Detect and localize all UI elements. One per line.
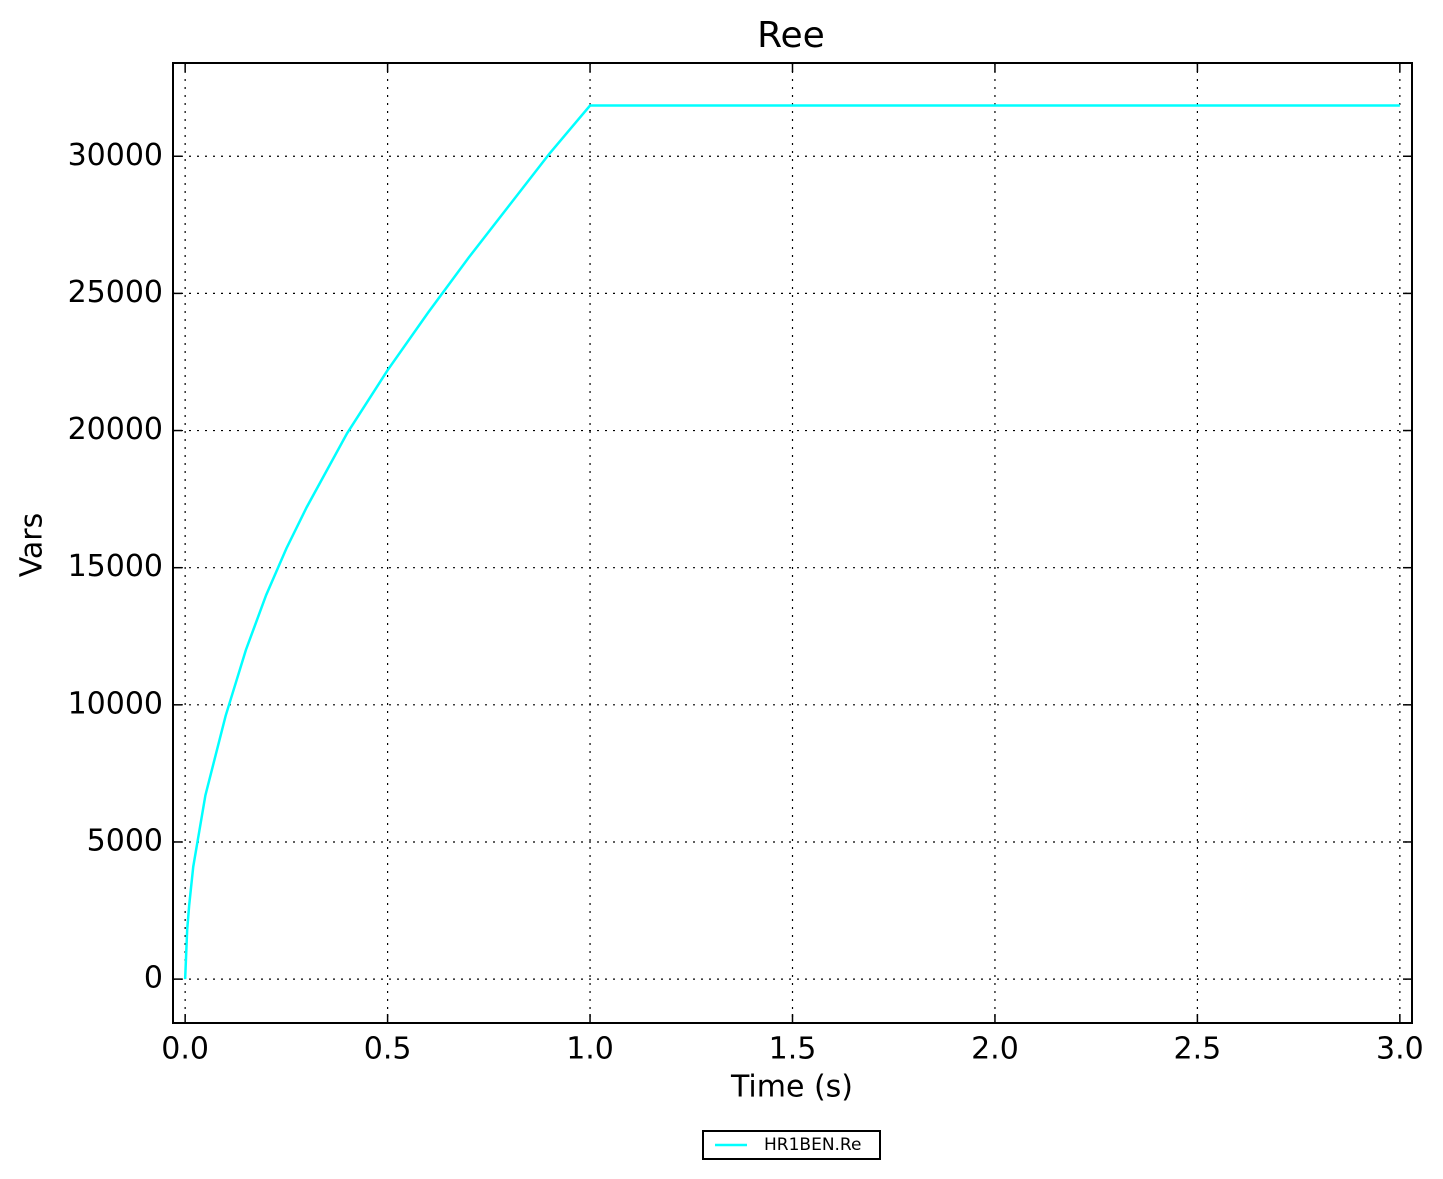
- y-tick-label: 5000: [87, 823, 163, 858]
- y-tick-label: 25000: [68, 275, 163, 310]
- x-axis-label: Time (s): [730, 1070, 853, 1105]
- legend-label: HR1BEN.Re: [764, 1135, 861, 1155]
- y-tick-label: 15000: [68, 549, 163, 584]
- y-tick-label: 0: [144, 961, 163, 996]
- x-tick-label: 3.0: [1376, 1032, 1424, 1067]
- x-tick-label: 2.0: [971, 1032, 1019, 1067]
- x-tick-label: 1.0: [566, 1032, 614, 1067]
- line-series: [183, 104, 1400, 980]
- y-tick-label: 30000: [68, 138, 163, 173]
- x-tick-label: 0.0: [161, 1032, 209, 1067]
- y-tick-label: 10000: [68, 686, 163, 721]
- x-tick-label: 0.5: [364, 1032, 412, 1067]
- plot-frame: [172, 62, 1413, 1024]
- x-tick-label: 1.5: [769, 1032, 817, 1067]
- chart-title: Ree: [757, 15, 825, 56]
- y-axis-label: Vars: [15, 513, 50, 578]
- y-tick-label: 20000: [68, 412, 163, 447]
- x-tick-label: 2.5: [1174, 1032, 1222, 1067]
